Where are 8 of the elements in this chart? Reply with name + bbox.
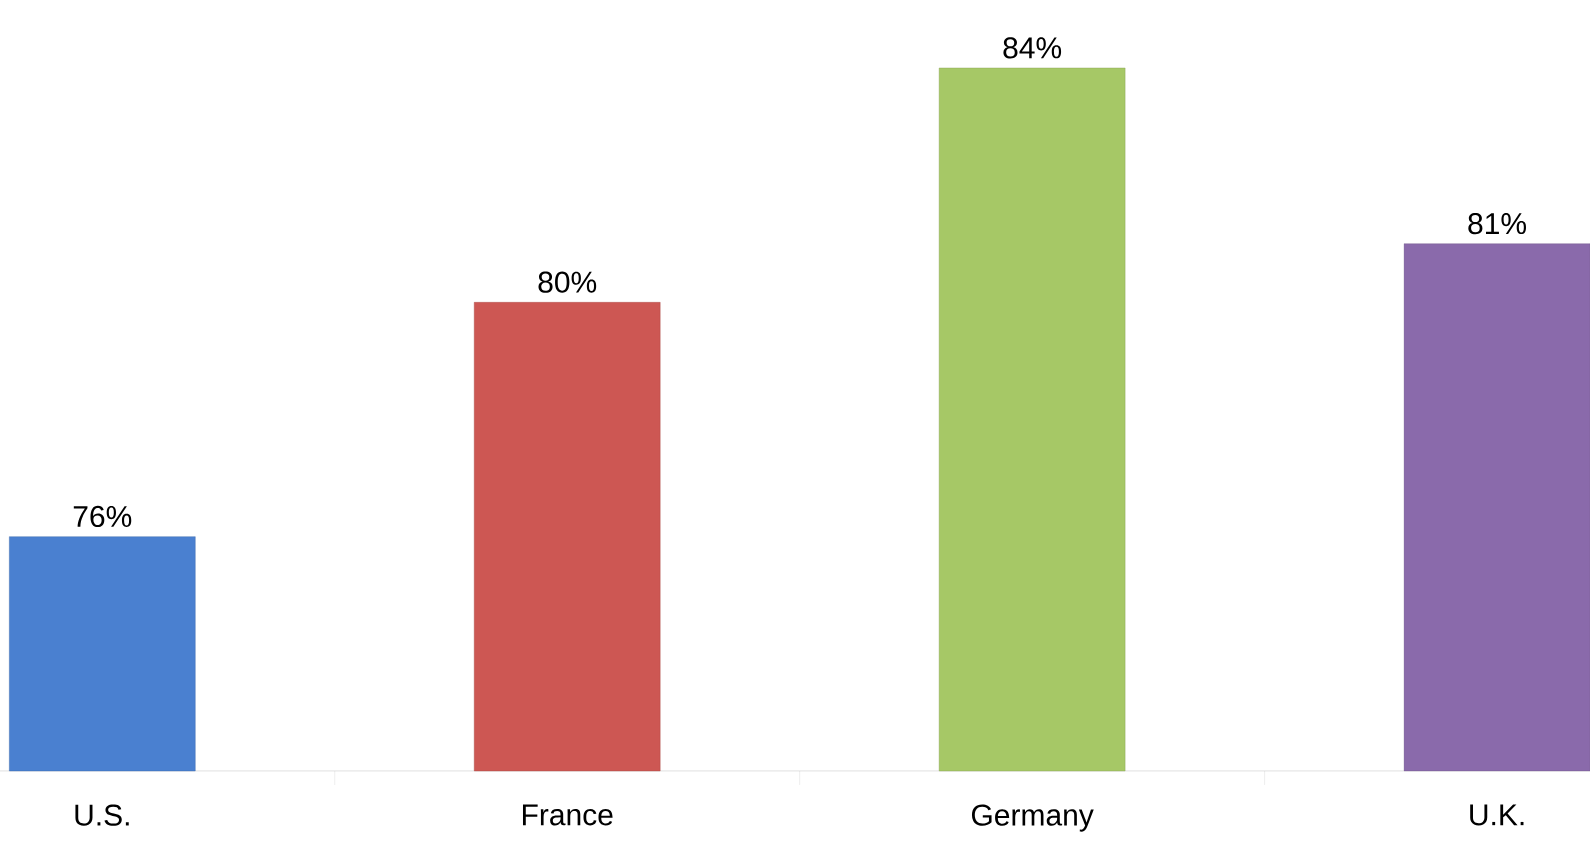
data-label: 84% (1003, 37, 1062, 59)
x-tick-label: U.K. (1470, 804, 1524, 826)
data-label: 76% (73, 505, 132, 528)
x-tick-label: France (522, 804, 613, 826)
data-label: 81% (1468, 212, 1526, 235)
x-tick-label: Germany (971, 804, 1094, 832)
x-tick-label: U.S. (75, 804, 129, 826)
data-label: 80% (538, 271, 597, 293)
